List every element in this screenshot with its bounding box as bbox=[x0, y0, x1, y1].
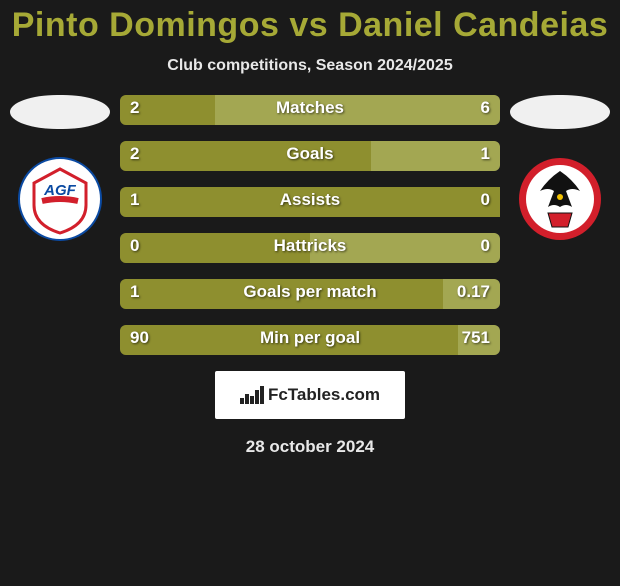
club-city-left: AARHUS bbox=[47, 205, 73, 211]
footer-brand-badge: FcTables.com bbox=[215, 371, 405, 419]
stat-label: Hattricks bbox=[120, 236, 500, 256]
stat-row: 90751Min per goal bbox=[120, 325, 500, 355]
page-subtitle: Club competitions, Season 2024/2025 bbox=[0, 57, 620, 75]
club-badge-right-svg bbox=[518, 157, 602, 241]
stats-container: 26Matches 21Goals 10Assists 00Hattricks 10.1… bbox=[120, 95, 500, 355]
chart-bars-icon bbox=[240, 386, 262, 404]
stat-label: Matches bbox=[120, 98, 500, 118]
stat-row: 00Hattricks bbox=[120, 233, 500, 263]
stat-label: Goals per match bbox=[120, 282, 500, 302]
club-badge-left: AGF AARHUS bbox=[18, 157, 102, 241]
stat-row: 10.17Goals per match bbox=[120, 279, 500, 309]
comparison-content: AGF AARHUS 26Matches 21Goals 10Assists 00Ha… bbox=[0, 95, 620, 355]
page-title: Pinto Domingos vs Daniel Candeias bbox=[0, 6, 620, 45]
stat-label: Goals bbox=[120, 144, 500, 164]
player-left-column: AGF AARHUS bbox=[0, 95, 120, 241]
player-right-column bbox=[500, 95, 620, 241]
player-silhouette-icon bbox=[510, 95, 610, 129]
stat-row: 10Assists bbox=[120, 187, 500, 217]
stat-label: Min per goal bbox=[120, 328, 500, 348]
stat-row: 26Matches bbox=[120, 95, 500, 125]
club-badge-left-svg: AGF AARHUS bbox=[18, 157, 102, 241]
footer-brand-text: FcTables.com bbox=[268, 385, 380, 405]
stat-row: 21Goals bbox=[120, 141, 500, 171]
club-badge-right bbox=[518, 157, 602, 241]
footer-date: 28 october 2024 bbox=[0, 437, 620, 457]
player-silhouette-icon bbox=[10, 95, 110, 129]
stat-label: Assists bbox=[120, 190, 500, 210]
